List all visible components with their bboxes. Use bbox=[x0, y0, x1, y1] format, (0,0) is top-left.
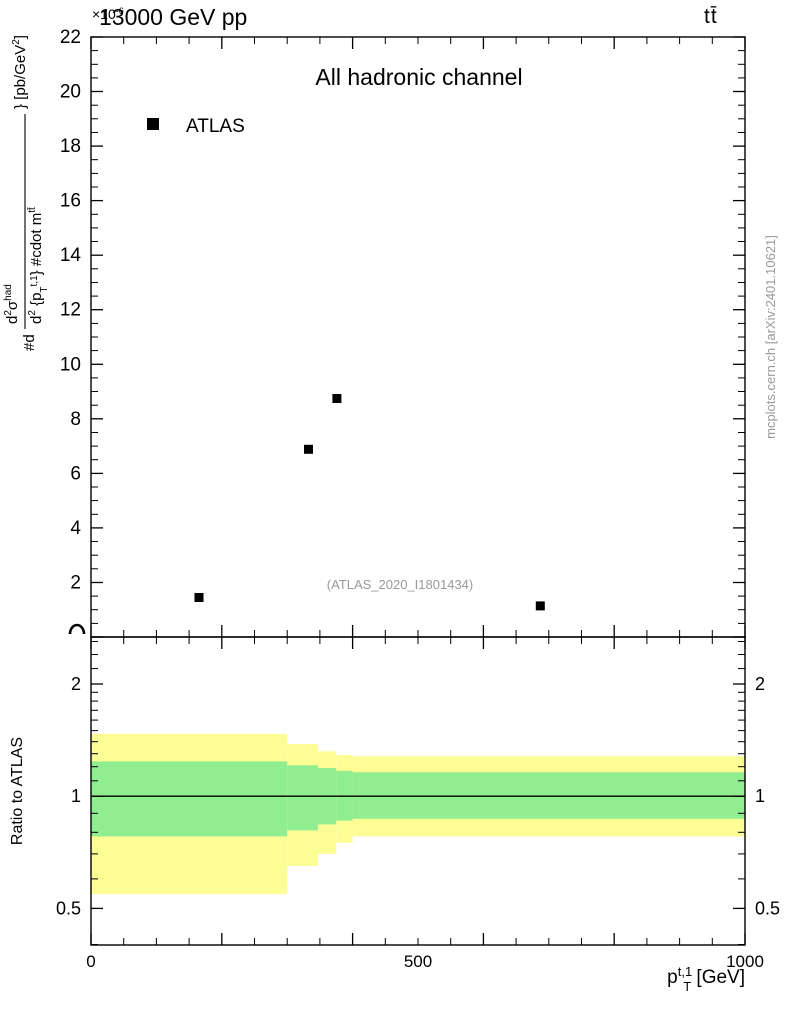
svg-text:20: 20 bbox=[60, 82, 81, 103]
svg-text:mcplots.cern.ch [arXiv:2401.10: mcplots.cern.ch [arXiv:2401.10621] bbox=[763, 235, 778, 439]
svg-text:#d: #d bbox=[21, 334, 38, 351]
svg-text:(ATLAS_2020_I1801434): (ATLAS_2020_I1801434) bbox=[327, 577, 473, 592]
svg-text:10: 10 bbox=[60, 354, 81, 375]
svg-text:16: 16 bbox=[60, 191, 81, 212]
svg-text:} [pb/GeV2]: } [pb/GeV2] bbox=[11, 35, 29, 109]
svg-text:0.5: 0.5 bbox=[755, 898, 780, 918]
svg-text:22: 22 bbox=[60, 27, 81, 48]
svg-text:500: 500 bbox=[404, 952, 432, 971]
svg-text:8: 8 bbox=[70, 409, 81, 430]
svg-text:4: 4 bbox=[70, 518, 81, 539]
svg-text:1: 1 bbox=[71, 786, 81, 806]
svg-text:tt̄: tt̄ bbox=[704, 5, 717, 28]
svg-text:2: 2 bbox=[755, 674, 765, 694]
svg-text:0.5: 0.5 bbox=[56, 898, 81, 918]
svg-text:18: 18 bbox=[60, 136, 81, 157]
svg-text:ATLAS: ATLAS bbox=[186, 116, 245, 137]
svg-text:6: 6 bbox=[70, 463, 81, 484]
svg-text:12: 12 bbox=[60, 300, 81, 321]
svg-text:14: 14 bbox=[60, 245, 82, 266]
svg-text:All hadronic channel: All hadronic channel bbox=[315, 64, 522, 90]
svg-text:1: 1 bbox=[755, 786, 765, 806]
svg-text:0: 0 bbox=[86, 952, 95, 971]
svg-text:2: 2 bbox=[71, 674, 81, 694]
svg-text:2: 2 bbox=[70, 573, 81, 594]
svg-text:Ratio to ATLAS: Ratio to ATLAS bbox=[9, 737, 26, 845]
